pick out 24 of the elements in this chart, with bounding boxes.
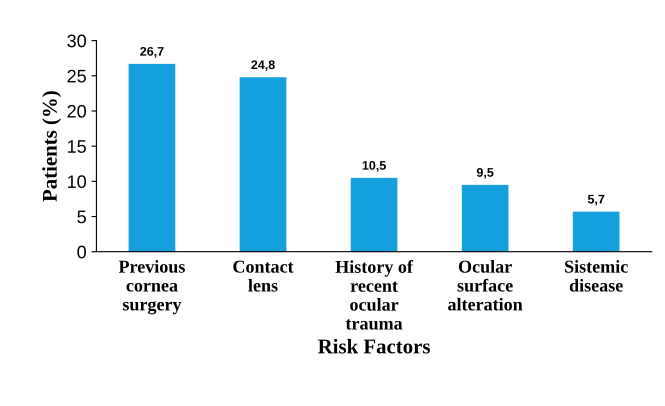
x-axis-title: Risk Factors bbox=[318, 338, 430, 354]
data-label: 26,7 bbox=[140, 46, 164, 58]
y-tick-label: 15 bbox=[68, 140, 86, 153]
data-label: 24,8 bbox=[251, 60, 275, 71]
x-tick-label: Sistemic disease bbox=[565, 260, 628, 292]
y-tick-label: 20 bbox=[68, 104, 86, 118]
y-tick-label: 30 bbox=[67, 34, 86, 48]
data-label: 5,7 bbox=[588, 194, 604, 206]
x-tick-label: Ocular surface alteration bbox=[448, 260, 522, 311]
data-label: 9,5 bbox=[476, 168, 494, 179]
bar bbox=[572, 212, 620, 252]
y-tick-label: 10 bbox=[68, 175, 86, 188]
bar bbox=[128, 64, 176, 252]
y-tick-label: 25 bbox=[68, 70, 86, 83]
x-tick-label: History of recent ocular trauma bbox=[336, 260, 414, 330]
bar bbox=[350, 178, 398, 252]
bar bbox=[462, 184, 508, 252]
data-label: 10,5 bbox=[362, 160, 386, 172]
x-tick-label: Contact lens bbox=[233, 260, 294, 292]
x-tick-label: Previous cornea surgery bbox=[118, 260, 185, 314]
y-axis-title: Patients (%) bbox=[42, 91, 62, 202]
bar bbox=[240, 77, 286, 252]
y-tick-label: 5 bbox=[77, 210, 86, 224]
y-tick-label: 0 bbox=[77, 246, 86, 258]
